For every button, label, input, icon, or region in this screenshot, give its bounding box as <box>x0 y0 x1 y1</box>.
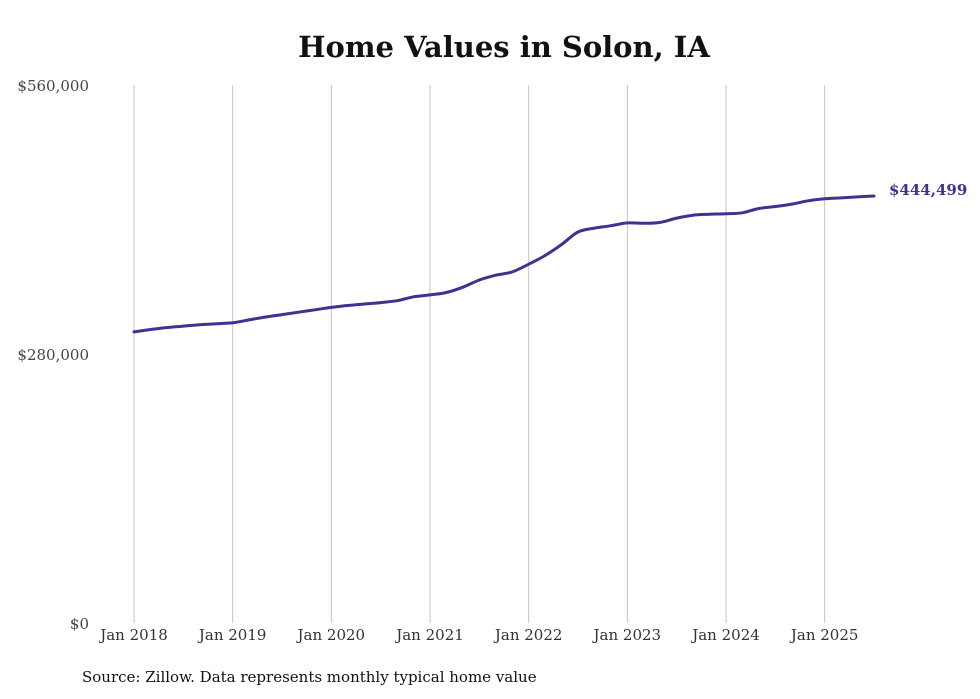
y-axis: $0 $280,000 $560,000 <box>17 77 89 633</box>
y-tick-label: $0 <box>70 615 89 633</box>
source-note: Source: Zillow. Data represents monthly … <box>82 668 537 686</box>
x-tick-label: Jan 2023 <box>592 626 662 644</box>
x-tick-label: Jan 2019 <box>197 626 267 644</box>
x-tick-label: Jan 2021 <box>394 626 464 644</box>
chart-title: Home Values in Solon, IA <box>298 30 710 64</box>
series-line-0 <box>132 194 876 334</box>
series-lines: $444,499 <box>132 181 967 334</box>
x-tick-label: Jan 2020 <box>296 626 366 644</box>
y-tick-label: $280,000 <box>17 346 89 364</box>
x-tick-label: Jan 2025 <box>789 626 859 644</box>
x-tick-label: Jan 2024 <box>690 626 760 644</box>
x-axis: Jan 2018 Jan 2019 Jan 2020 Jan 2021 Jan 2022… <box>98 626 858 644</box>
series-end-label: $444,499 <box>889 181 967 199</box>
grid-lines <box>133 85 826 623</box>
x-tick-label: Jan 2018 <box>98 626 168 644</box>
x-tick-label: Jan 2022 <box>493 626 563 644</box>
y-tick-label: $560,000 <box>17 77 89 95</box>
